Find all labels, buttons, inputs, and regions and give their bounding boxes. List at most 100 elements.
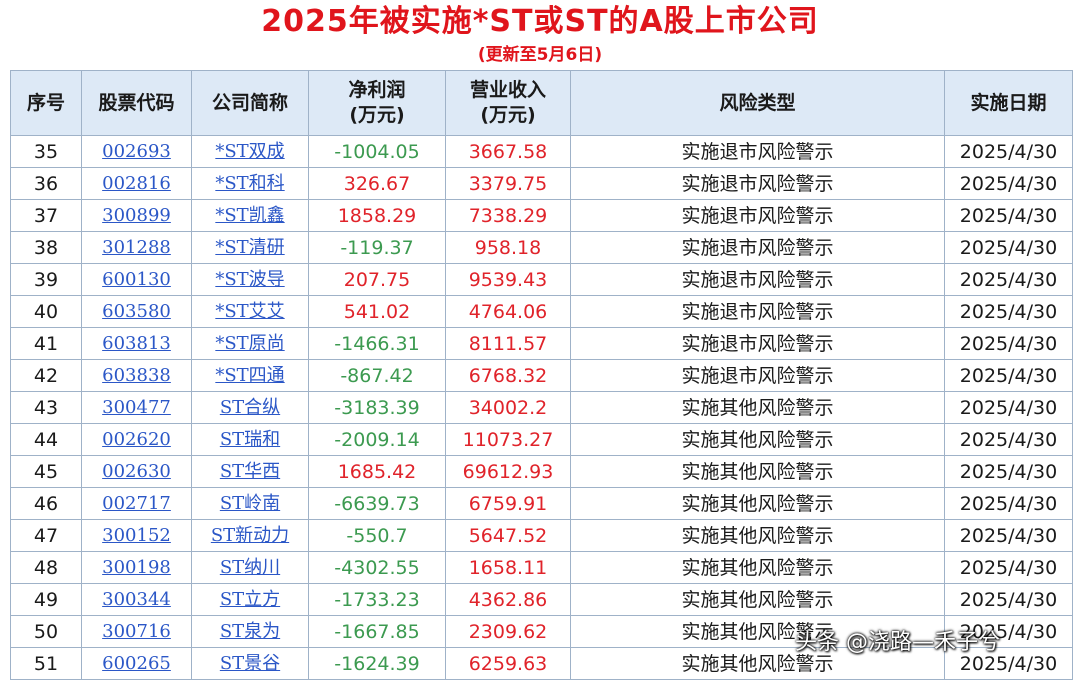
row-index: 46 — [10, 487, 82, 520]
company-name-link[interactable]: *ST波导 — [215, 269, 285, 290]
stock-code-link[interactable]: 603580 — [102, 301, 171, 322]
company-name-link[interactable]: *ST双成 — [215, 141, 285, 162]
net-profit-cell: -1004.05 — [308, 135, 446, 168]
stock-code-link[interactable]: 300344 — [102, 589, 171, 610]
stock-code-link[interactable]: 300716 — [102, 621, 171, 642]
page-title: 2025年被实施*ST或ST的A股上市公司 — [261, 4, 819, 39]
st-company-table: 序号 股票代码 公司简称 净利润 (万元) 营业收入 (万元) 风险类型 实施日… — [10, 70, 1073, 680]
table-row: 43 300477 ST合纵 -3183.39 34002.2 实施其他风险警示 2025/… — [10, 391, 1073, 424]
revenue-cell: 3379.75 — [445, 167, 571, 200]
stock-code-link[interactable]: 002816 — [102, 173, 171, 194]
stock-code-link[interactable]: 603838 — [102, 365, 171, 386]
table-row: 39 600130 *ST波导 207.75 9539.43 实施退市风险警示 2025/4… — [10, 263, 1073, 296]
stock-code-link[interactable]: 600130 — [102, 269, 171, 290]
net-profit-cell: 1858.29 — [308, 199, 446, 232]
stock-code-link[interactable]: 002630 — [102, 461, 171, 482]
col-header-risk-type: 风险类型 — [570, 70, 945, 136]
update-note: (更新至5月6日) — [477, 45, 603, 65]
company-name-link[interactable]: *ST艾艾 — [215, 301, 285, 322]
row-index: 38 — [10, 231, 82, 264]
row-index: 36 — [10, 167, 82, 200]
risk-type-cell: 实施退市风险警示 — [570, 327, 945, 360]
stock-code-cell: 600130 — [81, 263, 192, 296]
table-row: 49 300344 ST立方 -1733.23 4362.86 实施其他风险警示 2025/… — [10, 583, 1073, 616]
stock-code-link[interactable]: 603813 — [102, 333, 171, 354]
net-profit-cell: -550.7 — [308, 519, 446, 552]
stock-code-link[interactable]: 002693 — [102, 141, 171, 162]
company-name-cell: *ST双成 — [191, 135, 309, 168]
company-name-link[interactable]: ST新动力 — [210, 525, 290, 546]
company-name-link[interactable]: ST合纵 — [219, 397, 281, 418]
company-name-cell: ST合纵 — [191, 391, 309, 424]
company-name-cell: ST华西 — [191, 455, 309, 488]
effective-date-cell: 2025/4/30 — [944, 167, 1073, 200]
stock-code-cell: 300152 — [81, 519, 192, 552]
company-name-link[interactable]: ST瑞和 — [219, 429, 281, 450]
row-index: 43 — [10, 391, 82, 424]
company-name-link[interactable]: ST岭南 — [219, 493, 281, 514]
revenue-cell: 6759.91 — [445, 487, 571, 520]
col-header-company-name: 公司简称 — [191, 70, 309, 136]
revenue-cell: 11073.27 — [445, 423, 571, 456]
revenue-cell: 958.18 — [445, 231, 571, 264]
revenue-cell: 5647.52 — [445, 519, 571, 552]
revenue-cell: 34002.2 — [445, 391, 571, 424]
company-name-link[interactable]: *ST凯鑫 — [215, 205, 285, 226]
company-name-cell: *ST艾艾 — [191, 295, 309, 328]
col-header-revenue: 营业收入 (万元) — [445, 70, 571, 136]
company-name-cell: *ST和科 — [191, 167, 309, 200]
net-profit-cell: -1624.39 — [308, 647, 446, 680]
stock-code-cell: 300344 — [81, 583, 192, 616]
effective-date-cell: 2025/4/30 — [944, 391, 1073, 424]
stock-code-cell: 300716 — [81, 615, 192, 648]
effective-date-cell: 2025/4/30 — [944, 583, 1073, 616]
company-name-cell: ST泉为 — [191, 615, 309, 648]
effective-date-cell: 2025/4/30 — [944, 615, 1073, 648]
row-index: 41 — [10, 327, 82, 360]
company-name-cell: *ST四通 — [191, 359, 309, 392]
net-profit-cell: -1466.31 — [308, 327, 446, 360]
company-name-link[interactable]: ST景谷 — [219, 653, 281, 674]
risk-type-cell: 实施其他风险警示 — [570, 391, 945, 424]
table-row: 42 603838 *ST四通 -867.42 6768.32 实施退市风险警示 2025/… — [10, 359, 1073, 392]
effective-date-cell: 2025/4/30 — [944, 263, 1073, 296]
company-name-link[interactable]: ST华西 — [219, 461, 281, 482]
company-name-link[interactable]: *ST和科 — [215, 173, 285, 194]
col-header-revenue-label: 营业收入 — [469, 79, 546, 101]
col-header-revenue-unit: (万元) — [480, 104, 536, 126]
risk-type-cell: 实施退市风险警示 — [570, 231, 945, 264]
table-body: 35 002693 *ST双成 -1004.05 3667.58 实施退市风险警示 2025… — [10, 135, 1073, 680]
stock-code-cell: 002620 — [81, 423, 192, 456]
col-header-effective-date: 实施日期 — [944, 70, 1073, 136]
row-index: 45 — [10, 455, 82, 488]
row-index: 39 — [10, 263, 82, 296]
revenue-cell: 7338.29 — [445, 199, 571, 232]
stock-code-link[interactable]: 300152 — [102, 525, 171, 546]
net-profit-cell: -1667.85 — [308, 615, 446, 648]
stock-code-link[interactable]: 301288 — [102, 237, 171, 258]
stock-code-cell: 603838 — [81, 359, 192, 392]
table-row: 36 002816 *ST和科 326.67 3379.75 实施退市风险警示 2025/4… — [10, 167, 1073, 200]
stock-code-link[interactable]: 300477 — [102, 397, 171, 418]
stock-code-link[interactable]: 300198 — [102, 557, 171, 578]
effective-date-cell: 2025/4/30 — [944, 359, 1073, 392]
stock-code-link[interactable]: 002620 — [102, 429, 171, 450]
table-row: 35 002693 *ST双成 -1004.05 3667.58 实施退市风险警示 2025… — [10, 135, 1073, 168]
stock-code-link[interactable]: 300899 — [102, 205, 171, 226]
company-name-link[interactable]: *ST原尚 — [215, 333, 285, 354]
table-row: 44 002620 ST瑞和 -2009.14 11073.27 实施其他风险警示 2025… — [10, 423, 1073, 456]
company-name-link[interactable]: ST纳川 — [219, 557, 281, 578]
net-profit-cell: -1733.23 — [308, 583, 446, 616]
stock-code-cell: 300198 — [81, 551, 192, 584]
company-name-link[interactable]: *ST四通 — [215, 365, 285, 386]
risk-type-cell: 实施退市风险警示 — [570, 263, 945, 296]
stock-code-link[interactable]: 002717 — [102, 493, 171, 514]
revenue-cell: 6259.63 — [445, 647, 571, 680]
company-name-link[interactable]: ST泉为 — [219, 621, 281, 642]
company-name-link[interactable]: ST立方 — [219, 589, 281, 610]
net-profit-cell: -119.37 — [308, 231, 446, 264]
stock-code-cell: 002816 — [81, 167, 192, 200]
revenue-cell: 6768.32 — [445, 359, 571, 392]
stock-code-link[interactable]: 600265 — [102, 653, 171, 674]
company-name-link[interactable]: *ST清研 — [215, 237, 285, 258]
